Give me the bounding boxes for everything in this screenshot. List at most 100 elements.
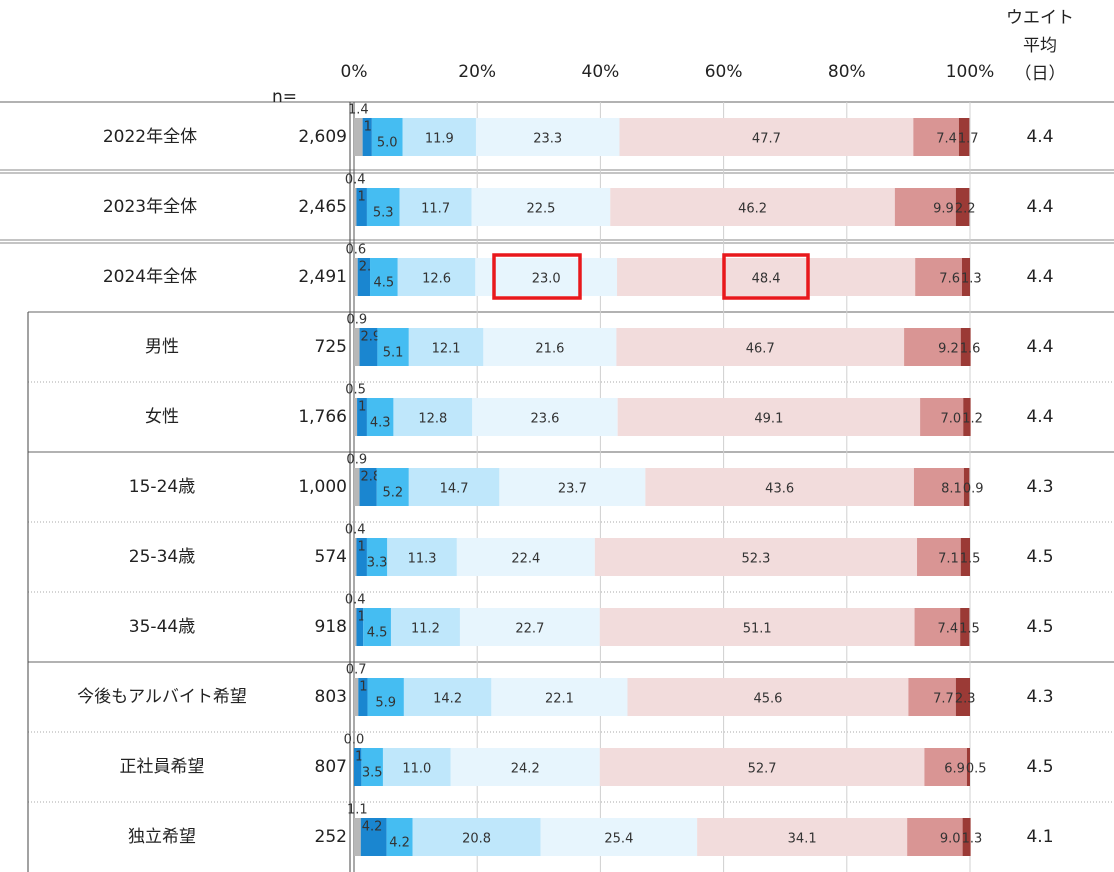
bar-segment [616, 328, 905, 366]
value-label: 2.8 [361, 470, 382, 485]
average-label: 4.4 [1026, 197, 1053, 217]
x-tick-label: 20% [458, 62, 496, 82]
bar-segment [360, 818, 387, 856]
bar-segment [904, 328, 961, 366]
value-label: 7.1 [938, 552, 959, 567]
row-label: 正社員希望 [120, 757, 205, 777]
bar-segment [366, 538, 388, 576]
value-label: 7.6 [939, 272, 960, 287]
n-label: 2,465 [298, 197, 347, 217]
value-label: 2.3 [955, 692, 976, 707]
bar-segment [356, 188, 367, 226]
bar-segment [354, 678, 359, 716]
value-label: 1.5 [960, 552, 981, 567]
value-label: 4.3 [370, 416, 391, 431]
value-label: 22.1 [545, 692, 574, 707]
x-tick-label: 40% [582, 62, 620, 82]
value-label: 0.5 [345, 383, 366, 398]
bar-segment [955, 678, 970, 716]
bar-segment [961, 258, 970, 296]
n-label: 2,609 [298, 127, 347, 147]
value-label: 52.3 [741, 552, 770, 567]
bar-segment [594, 538, 918, 576]
value-label: 0.9 [346, 453, 367, 468]
bar-segment [354, 818, 361, 856]
value-label: 1.6 [960, 342, 981, 357]
bar-segment [599, 608, 915, 646]
row-label: 2022年全体 [103, 127, 197, 147]
bar-segment [354, 398, 358, 436]
bar-segment [920, 398, 964, 436]
bar-segment [483, 328, 617, 366]
bar-segment [913, 118, 959, 156]
x-tick-label: 0% [341, 62, 368, 82]
bar-segment [393, 398, 473, 436]
value-label: 2.2 [955, 202, 976, 217]
row-label: 25-34歳 [129, 547, 195, 567]
value-label: 0.0 [344, 733, 365, 748]
n-label: 1,000 [298, 477, 347, 497]
row-label: 35-44歳 [129, 617, 195, 637]
average-label: 4.4 [1026, 407, 1053, 427]
value-label: 7.0 [941, 412, 962, 427]
value-label: 0.9 [346, 313, 367, 328]
bar-segment [619, 118, 914, 156]
value-label: 5.9 [375, 696, 396, 711]
bar-segment [913, 468, 964, 506]
bar-segment [370, 258, 398, 296]
value-label: 4.5 [367, 626, 388, 641]
bar-segment [408, 468, 500, 506]
bar-segment [914, 608, 961, 646]
row-label: 独立希望 [128, 827, 196, 847]
value-label: 21.6 [535, 342, 564, 357]
value-label: 23.6 [530, 412, 559, 427]
bar-segment [356, 608, 364, 646]
bar-segment [459, 608, 600, 646]
bar-segment [382, 748, 451, 786]
value-label: 7.7 [933, 692, 954, 707]
bar-segment [960, 608, 970, 646]
value-label: 9.2 [938, 342, 959, 357]
average-label: 4.4 [1026, 127, 1053, 147]
average-label: 4.4 [1026, 267, 1053, 287]
bar-segment [917, 538, 961, 576]
bar-segment [456, 538, 595, 576]
value-label: 45.6 [753, 692, 782, 707]
bar-segment [963, 468, 970, 506]
value-label: 9.9 [933, 202, 954, 217]
bar-segment [645, 468, 914, 506]
bar-segment [471, 188, 611, 226]
value-label: 11.2 [411, 622, 440, 637]
value-label: 23.3 [533, 132, 562, 147]
bar-segment [377, 328, 409, 366]
row-label: 女性 [145, 407, 179, 427]
bar-segment [387, 538, 457, 576]
bar-segment [408, 328, 484, 366]
average-label: 4.4 [1026, 337, 1053, 357]
x-tick-label: 80% [828, 62, 866, 82]
bar-segment [390, 608, 460, 646]
bar-segment [499, 468, 646, 506]
value-label: 47.7 [752, 132, 781, 147]
bar-segment [960, 328, 971, 366]
value-label: 1.1 [347, 803, 368, 818]
average-label: 4.1 [1026, 827, 1053, 847]
bar-segment [907, 818, 963, 856]
value-label: 7.4 [937, 622, 958, 637]
value-label: 34.1 [788, 832, 817, 847]
bar-segment [697, 818, 908, 856]
bar-segment [627, 678, 909, 716]
bar-segment [362, 118, 372, 156]
value-label: 3.5 [362, 766, 383, 781]
bar-segment [376, 468, 409, 506]
bar-segment [366, 398, 394, 436]
value-label: 20.8 [462, 832, 491, 847]
bar-segment [450, 748, 600, 786]
value-label: 22.5 [526, 202, 555, 217]
value-label: 22.7 [515, 622, 544, 637]
bar-segment [356, 538, 367, 576]
bar-segment [955, 188, 970, 226]
n-label: 803 [315, 687, 347, 707]
bar-segment [386, 818, 413, 856]
